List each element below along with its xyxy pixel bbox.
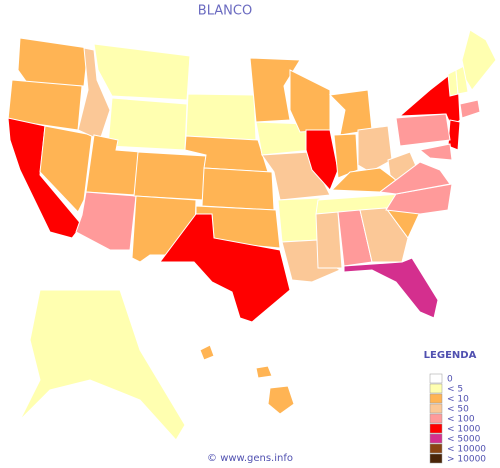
region — [249, 57, 301, 123]
region — [133, 151, 207, 201]
region — [395, 113, 451, 147]
region — [187, 55, 255, 95]
region — [378, 161, 451, 195]
legend-swatch — [429, 403, 443, 414]
legend-swatch — [429, 423, 443, 434]
legend-swatch — [429, 373, 443, 384]
region — [255, 365, 273, 379]
region — [199, 344, 215, 361]
region — [461, 29, 497, 91]
region — [305, 129, 339, 191]
legend-swatch — [429, 443, 443, 454]
region — [267, 385, 295, 415]
region — [159, 213, 291, 323]
region — [77, 47, 111, 141]
region — [185, 93, 257, 141]
region — [39, 125, 93, 213]
legend-swatch — [429, 433, 443, 444]
region — [333, 133, 359, 179]
region — [459, 99, 481, 119]
legend-label: > 10000 — [447, 455, 486, 465]
region — [357, 125, 393, 173]
footer: © www.gens.info — [207, 453, 293, 464]
region — [343, 257, 439, 319]
legend-label: < 10 — [447, 395, 469, 405]
legend-swatch — [429, 453, 443, 464]
legend-label: < 100 — [447, 415, 475, 425]
region — [330, 167, 397, 193]
legend-swatch — [429, 393, 443, 404]
region — [418, 143, 453, 161]
region — [315, 211, 343, 269]
map-title: BLANCO — [198, 4, 252, 19]
legend-label: < 5000 — [447, 435, 481, 445]
legend-swatch — [429, 413, 443, 424]
region — [93, 43, 191, 101]
region — [398, 75, 461, 129]
region — [19, 289, 186, 441]
legend-label: < 10000 — [447, 445, 486, 455]
legend-title: LEGENDA — [424, 350, 477, 361]
legend-label: < 50 — [447, 405, 469, 415]
region — [328, 89, 373, 136]
region — [359, 207, 409, 263]
legend-label: 0 — [447, 375, 453, 385]
legend-label: < 1000 — [447, 425, 481, 435]
region — [107, 97, 188, 151]
legend-label: < 5 — [447, 385, 463, 395]
legend-swatch — [429, 383, 443, 394]
region — [277, 197, 321, 243]
region — [201, 167, 275, 211]
